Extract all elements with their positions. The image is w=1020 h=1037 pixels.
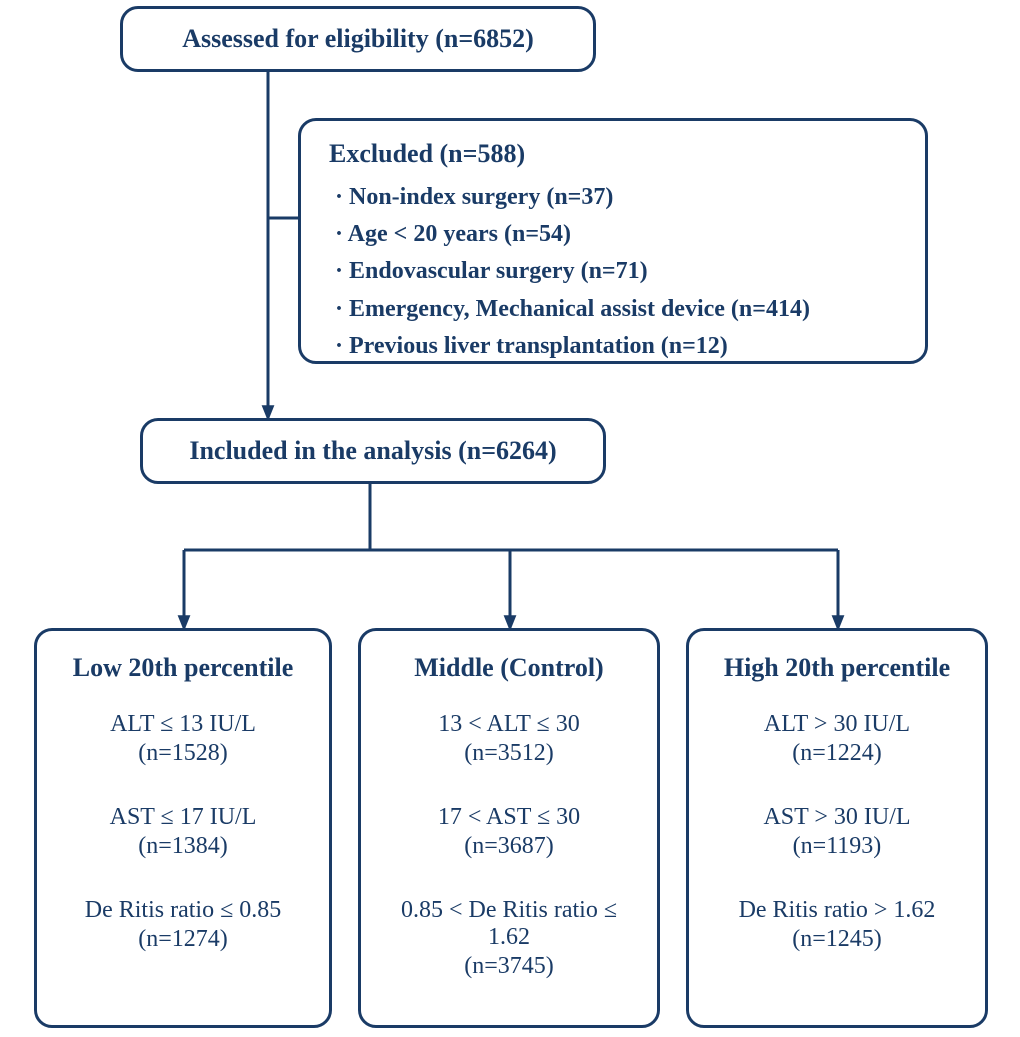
group-line: ALT > 30 IU/L <box>707 711 967 738</box>
group-line: (n=1245) <box>707 926 967 953</box>
group-low-box: Low 20th percentile ALT ≤ 13 IU/L(n=1528… <box>34 628 332 1028</box>
group-high-lines: ALT > 30 IU/L(n=1224) AST > 30 IU/L(n=11… <box>707 711 967 953</box>
group-line: (n=1193) <box>707 833 967 860</box>
assessed-label: Assessed for eligibility (n=6852) <box>182 24 534 54</box>
group-line <box>55 787 311 798</box>
group-low-lines: ALT ≤ 13 IU/L(n=1528) AST ≤ 17 IU/L(n=13… <box>55 711 311 953</box>
group-low-title: Low 20th percentile <box>55 653 311 683</box>
group-line: (n=1528) <box>55 740 311 767</box>
included-box: Included in the analysis (n=6264) <box>140 418 606 484</box>
group-line <box>379 787 639 798</box>
group-line: (n=1224) <box>707 740 967 767</box>
group-mid-box: Middle (Control) 13 < ALT ≤ 30(n=3512) 1… <box>358 628 660 1028</box>
group-line <box>707 787 967 798</box>
group-line: (n=1274) <box>55 926 311 953</box>
group-line: (n=3745) <box>379 953 639 980</box>
group-line: De Ritis ratio ≤ 0.85 <box>55 897 311 924</box>
excluded-list: · Non-index surgery (n=37)· Age < 20 yea… <box>329 179 901 365</box>
group-line: (n=1384) <box>55 833 311 860</box>
group-line <box>55 880 311 891</box>
group-line: 0.85 < De Ritis ratio ≤ 1.62 <box>379 897 639 951</box>
group-line: (n=3512) <box>379 740 639 767</box>
excluded-item: · Emergency, Mechanical assist device (n… <box>335 291 901 328</box>
excluded-item: · Non-index surgery (n=37) <box>335 179 901 216</box>
group-line: De Ritis ratio > 1.62 <box>707 897 967 924</box>
excluded-box: Excluded (n=588) · Non-index surgery (n=… <box>298 118 928 364</box>
included-label: Included in the analysis (n=6264) <box>189 436 556 466</box>
group-line: 13 < ALT ≤ 30 <box>379 711 639 738</box>
group-line: AST > 30 IU/L <box>707 804 967 831</box>
excluded-item: · Previous liver transplantation (n=12) <box>335 328 901 365</box>
group-high-box: High 20th percentile ALT > 30 IU/L(n=122… <box>686 628 988 1028</box>
group-line: AST ≤ 17 IU/L <box>55 804 311 831</box>
group-mid-title: Middle (Control) <box>379 653 639 683</box>
assessed-box: Assessed for eligibility (n=6852) <box>120 6 596 72</box>
excluded-item: · Age < 20 years (n=54) <box>335 216 901 253</box>
group-line <box>379 880 639 891</box>
group-line: 17 < AST ≤ 30 <box>379 804 639 831</box>
group-line: ALT ≤ 13 IU/L <box>55 711 311 738</box>
group-mid-lines: 13 < ALT ≤ 30(n=3512) 17 < AST ≤ 30(n=36… <box>379 711 639 980</box>
group-line <box>707 880 967 891</box>
group-line: (n=3687) <box>379 833 639 860</box>
group-high-title: High 20th percentile <box>707 653 967 683</box>
excluded-title: Excluded (n=588) <box>329 139 901 169</box>
excluded-item: · Endovascular surgery (n=71) <box>335 253 901 290</box>
